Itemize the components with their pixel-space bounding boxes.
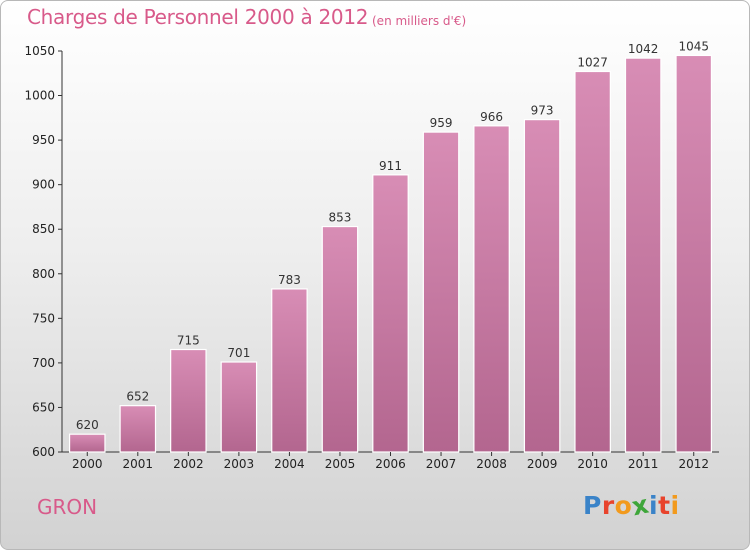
bar [321,225,359,453]
bar [68,433,106,453]
bar [422,131,460,453]
data-label: 1027 [577,55,608,69]
bar [372,174,409,453]
bar [574,70,611,453]
x-tick-label: 2002 [173,457,204,471]
x-tick-label: 2001 [123,457,154,471]
data-label: 959 [430,116,453,130]
data-label: 701 [227,346,250,360]
data-label: 620 [76,418,99,432]
x-tick-label: 2009 [527,457,558,471]
data-label: 853 [329,211,352,225]
chart-title: Charges de Personnel 2000 à 2012 [27,5,369,29]
x-tick-label: 2007 [426,457,457,471]
y-tick-label: 1050 [24,44,55,58]
data-label: 1045 [678,39,709,53]
y-tick-label: 1000 [24,89,55,103]
y-tick-label: 950 [32,133,55,147]
logo-letter: P [583,491,602,520]
y-tick-label: 800 [32,267,55,281]
x-tick-label: 2008 [476,457,507,471]
bar [220,361,258,453]
logo-letter: o [614,491,633,520]
x-tick-label: 2004 [274,457,305,471]
data-label: 783 [278,273,301,287]
bar [675,54,713,453]
x-tick-label: 2010 [577,457,608,471]
x-tick-label: 2005 [325,457,356,471]
logo-letter: t [658,491,671,520]
logo-letter: i [649,491,659,520]
data-label: 966 [480,110,503,124]
x-tick-label: 2006 [375,457,406,471]
data-label: 973 [531,104,554,118]
y-tick-label: 900 [32,178,55,192]
data-label: 911 [379,159,402,173]
x-tick-label: 2003 [224,457,255,471]
logo-letter: i [670,491,680,520]
y-tick-label: 700 [32,356,55,370]
data-label: 1042 [628,42,659,56]
y-tick-label: 600 [32,445,55,459]
bar [271,288,308,453]
x-tick-label: 2011 [628,457,659,471]
y-tick-label: 750 [32,311,55,325]
proxiti-logo[interactable]: Proxiti [583,490,680,522]
bar [624,57,662,453]
bar [170,348,207,453]
bar [119,405,157,453]
x-tick-label: 2000 [72,457,103,471]
bar [523,119,561,453]
commune-name: GRON [37,495,98,519]
data-label: 652 [126,390,149,404]
x-tick-label: 2012 [678,457,709,471]
y-tick-label: 850 [32,222,55,236]
data-label: 715 [177,334,200,348]
chart-subtitle: (en milliers d'€) [372,14,467,28]
y-tick-label: 650 [32,400,55,414]
logo-letter: r [601,491,615,520]
bar [473,125,510,453]
